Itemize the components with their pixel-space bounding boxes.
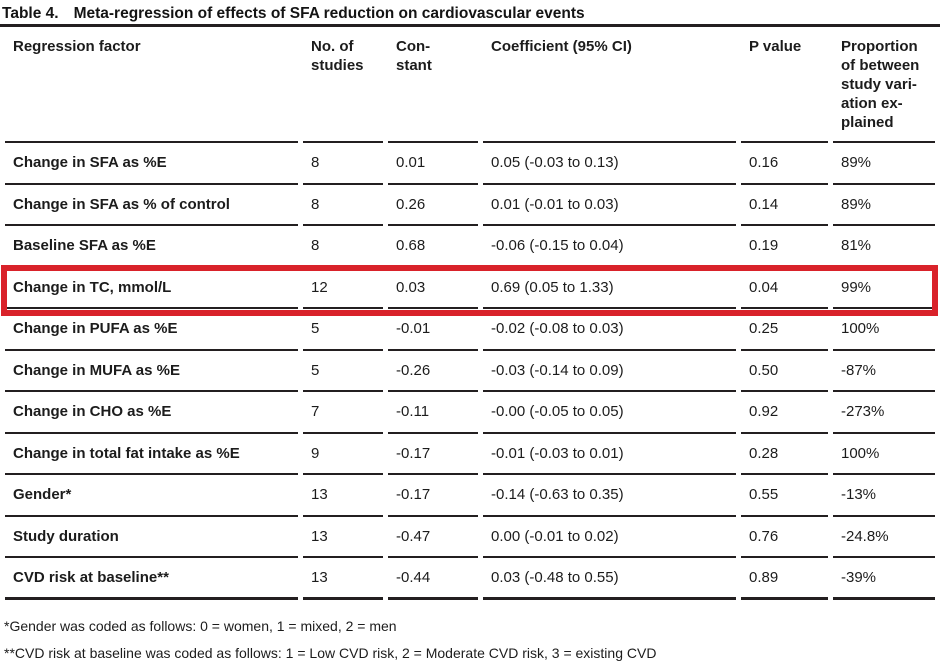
cell-constant: 0.68 — [388, 226, 478, 268]
cell-constant: -0.11 — [388, 392, 478, 434]
cell-proportion: 89% — [833, 143, 935, 185]
meta-regression-table: Regression factor No. of studies Con- st… — [0, 27, 940, 600]
cell-constant: -0.47 — [388, 517, 478, 558]
table-row: Change in MUFA as %E 5 -0.26 -0.03 (-0.1… — [5, 351, 935, 392]
table-row: Baseline SFA as %E 8 0.68 -0.06 (-0.15 t… — [5, 226, 935, 268]
cell-proportion: -39% — [833, 558, 935, 600]
cell-studies: 13 — [303, 517, 383, 558]
table-row: Change in PUFA as %E 5 -0.01 -0.02 (-0.0… — [5, 309, 935, 351]
cell-constant: -0.17 — [388, 475, 478, 517]
cell-constant: -0.26 — [388, 351, 478, 392]
table-row: Study duration 13 -0.47 0.00 (-0.01 to 0… — [5, 517, 935, 558]
cell-constant: 0.01 — [388, 143, 478, 185]
cell-coefficient: -0.06 (-0.15 to 0.04) — [483, 226, 736, 268]
cell-p-value: 0.89 — [741, 558, 828, 600]
cell-proportion: 99% — [833, 268, 935, 309]
header-row: Regression factor No. of studies Con- st… — [5, 27, 935, 143]
cell-factor: Change in CHO as %E — [5, 392, 298, 434]
cell-coefficient: -0.01 (-0.03 to 0.01) — [483, 434, 736, 475]
column-header-regression-factor: Regression factor — [5, 27, 298, 143]
cell-coefficient: 0.69 (0.05 to 1.33) — [483, 268, 736, 309]
cell-p-value: 0.19 — [741, 226, 828, 268]
table-row: CVD risk at baseline** 13 -0.44 0.03 (-0… — [5, 558, 935, 600]
cell-proportion: 89% — [833, 185, 935, 226]
cell-studies: 13 — [303, 475, 383, 517]
table-header: Regression factor No. of studies Con- st… — [5, 27, 935, 143]
cell-factor: Baseline SFA as %E — [5, 226, 298, 268]
cell-p-value: 0.92 — [741, 392, 828, 434]
column-header-proportion: Proportion of between study vari- ation … — [833, 27, 935, 143]
cell-p-value: 0.16 — [741, 143, 828, 185]
cell-studies: 9 — [303, 434, 383, 475]
column-header-no-of-studies: No. of studies — [303, 27, 383, 143]
cell-proportion: -24.8% — [833, 517, 935, 558]
table-caption: Meta-regression of effects of SFA reduct… — [73, 5, 585, 22]
column-header-p-value: P value — [741, 27, 828, 143]
cell-coefficient: -0.00 (-0.05 to 0.05) — [483, 392, 736, 434]
cell-factor: Change in SFA as %E — [5, 143, 298, 185]
cell-studies: 8 — [303, 185, 383, 226]
cell-p-value: 0.04 — [741, 268, 828, 309]
cell-proportion: -13% — [833, 475, 935, 517]
cell-proportion: -273% — [833, 392, 935, 434]
cell-studies: 7 — [303, 392, 383, 434]
cell-factor: Change in total fat intake as %E — [5, 434, 298, 475]
cell-studies: 13 — [303, 558, 383, 600]
cell-p-value: 0.25 — [741, 309, 828, 351]
cell-studies: 8 — [303, 226, 383, 268]
table-number: Table 4. — [2, 5, 59, 22]
cell-proportion: -87% — [833, 351, 935, 392]
cell-studies: 5 — [303, 309, 383, 351]
cell-factor: Change in PUFA as %E — [5, 309, 298, 351]
cell-coefficient: 0.05 (-0.03 to 0.13) — [483, 143, 736, 185]
cell-studies: 8 — [303, 143, 383, 185]
column-header-coefficient: Coefficient (95% CI) — [483, 27, 736, 143]
cell-constant: 0.26 — [388, 185, 478, 226]
table-row-highlighted: Change in TC, mmol/L 12 0.03 0.69 (0.05 … — [5, 268, 935, 309]
cell-p-value: 0.76 — [741, 517, 828, 558]
cell-constant: -0.44 — [388, 558, 478, 600]
table-row: Gender* 13 -0.17 -0.14 (-0.63 to 0.35) 0… — [5, 475, 935, 517]
cell-coefficient: -0.02 (-0.08 to 0.03) — [483, 309, 736, 351]
cell-coefficient: -0.14 (-0.63 to 0.35) — [483, 475, 736, 517]
cell-factor: Study duration — [5, 517, 298, 558]
table-row: Change in SFA as %E 8 0.01 0.05 (-0.03 t… — [5, 143, 935, 185]
cell-proportion: 100% — [833, 309, 935, 351]
cell-constant: -0.01 — [388, 309, 478, 351]
cell-constant: 0.03 — [388, 268, 478, 309]
cell-p-value: 0.14 — [741, 185, 828, 226]
cell-p-value: 0.55 — [741, 475, 828, 517]
footnote-gender: *Gender was coded as follows: 0 = women,… — [4, 617, 397, 634]
footnote-cvd-risk: **CVD risk at baseline was coded as foll… — [4, 644, 657, 661]
footnotes: *Gender was coded as follows: 0 = women,… — [0, 613, 940, 667]
cell-factor: Change in MUFA as %E — [5, 351, 298, 392]
table-row: Change in SFA as % of control 8 0.26 0.0… — [5, 185, 935, 226]
cell-coefficient: -0.03 (-0.14 to 0.09) — [483, 351, 736, 392]
cell-proportion: 81% — [833, 226, 935, 268]
cell-p-value: 0.50 — [741, 351, 828, 392]
table-title: Table 4. Meta-regression of effects of SF… — [0, 0, 940, 27]
cell-factor: CVD risk at baseline** — [5, 558, 298, 600]
cell-coefficient: 0.01 (-0.01 to 0.03) — [483, 185, 736, 226]
cell-coefficient: 0.03 (-0.48 to 0.55) — [483, 558, 736, 600]
cell-constant: -0.17 — [388, 434, 478, 475]
cell-studies: 12 — [303, 268, 383, 309]
cell-studies: 5 — [303, 351, 383, 392]
cell-factor: Change in SFA as % of control — [5, 185, 298, 226]
table-row: Change in total fat intake as %E 9 -0.17… — [5, 434, 935, 475]
cell-factor: Gender* — [5, 475, 298, 517]
cell-proportion: 100% — [833, 434, 935, 475]
cell-coefficient: 0.00 (-0.01 to 0.02) — [483, 517, 736, 558]
column-header-constant: Con- stant — [388, 27, 478, 143]
table-row: Change in CHO as %E 7 -0.11 -0.00 (-0.05… — [5, 392, 935, 434]
cell-p-value: 0.28 — [741, 434, 828, 475]
cell-factor: Change in TC, mmol/L — [5, 268, 298, 309]
